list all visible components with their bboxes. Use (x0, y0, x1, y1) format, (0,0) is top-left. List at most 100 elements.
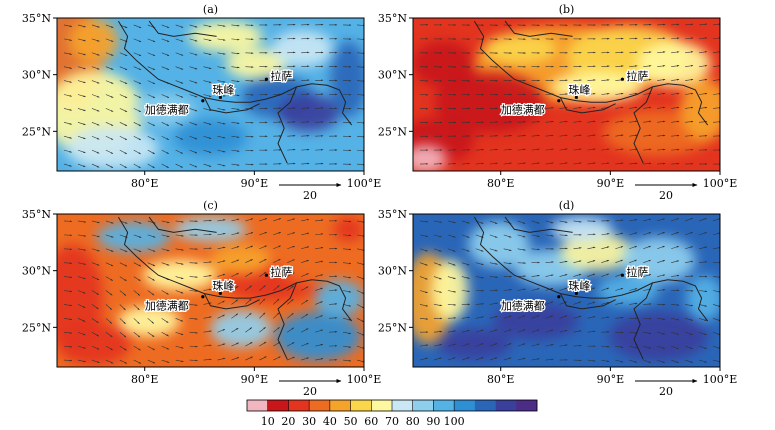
colorbar-label: 90 (426, 415, 440, 428)
colorbar-swatch (309, 400, 331, 411)
colorbar-label: 60 (364, 415, 378, 428)
colorbar-label: 80 (406, 415, 420, 428)
y-tick-label: 30°N (22, 265, 51, 278)
border-line (148, 20, 217, 37)
border-line (559, 97, 616, 114)
place-marker (264, 273, 269, 277)
map-frame (56, 17, 365, 172)
place-marker (557, 99, 561, 103)
colorbar-label: 20 (281, 415, 295, 428)
map-frame (412, 17, 721, 172)
place-marker (620, 273, 625, 277)
colorbar-swatch (433, 400, 455, 411)
x-tick-label: 100°E (347, 373, 382, 386)
place-label-kathmandu: 加德满都 (145, 103, 189, 117)
colorbar-swatch (329, 400, 351, 411)
y-tick-label: 35°N (22, 12, 51, 25)
place-label-kathmandu: 加德满都 (501, 299, 545, 313)
map-frame (56, 213, 365, 368)
wind-vectors (63, 218, 364, 364)
border-line (203, 97, 260, 114)
colorbar: 10 20 30 40 50 60 70 80 90 100 (246, 399, 538, 428)
x-tick-label: 100°E (703, 373, 738, 386)
colorbar-label: 30 (302, 415, 316, 428)
border-line (473, 216, 709, 322)
y-tick-label: 25°N (378, 321, 407, 334)
border-line (473, 20, 709, 126)
shaded-field (57, 18, 364, 171)
border-line (277, 282, 297, 360)
border-line (117, 216, 353, 322)
colorbar-swatch (495, 400, 517, 411)
place-marker (218, 291, 222, 295)
border-line (277, 86, 297, 164)
colorbar-label: 40 (323, 415, 337, 428)
x-tick-label: 80°E (131, 373, 159, 386)
y-tick-label: 30°N (378, 265, 407, 278)
border-line (148, 216, 217, 233)
place-label-everest: 珠峰 (568, 278, 590, 292)
place-label-kathmandu: 加德满都 (145, 299, 189, 313)
x-tick-label: 80°E (487, 177, 515, 190)
colorbar-swatch (350, 400, 372, 411)
border-line (203, 293, 260, 310)
wind-vectors (419, 217, 720, 364)
border-line (633, 282, 653, 360)
colorbar-swatch (516, 400, 538, 411)
reference-vector-label: 20 (303, 189, 317, 202)
place-label-lhasa: 拉萨 (626, 69, 648, 83)
y-tick-label: 25°N (22, 321, 51, 334)
panel-label: (d) (559, 199, 575, 212)
place-marker (218, 95, 222, 99)
y-tick-label: 30°N (378, 69, 407, 82)
place-marker (620, 77, 625, 81)
reference-vector-label: 20 (659, 189, 673, 202)
colorbar-swatch (474, 400, 496, 411)
shaded-field (57, 214, 364, 367)
x-tick-label: 90°E (241, 177, 269, 190)
border-line (504, 216, 573, 233)
place-marker (574, 95, 578, 99)
x-tick-label: 100°E (347, 177, 382, 190)
colorbar-swatch (454, 400, 476, 411)
place-marker (264, 77, 269, 81)
place-label-everest: 珠峰 (212, 278, 234, 292)
y-tick-label: 30°N (22, 69, 51, 82)
place-label-everest: 珠峰 (568, 82, 590, 96)
place-marker (557, 295, 561, 299)
place-label-lhasa: 拉萨 (270, 69, 292, 83)
y-tick-label: 25°N (378, 125, 407, 138)
colorbar-label: 50 (344, 415, 358, 428)
x-tick-label: 80°E (131, 177, 159, 190)
x-tick-label: 90°E (597, 373, 625, 386)
place-marker (201, 295, 205, 299)
colorbar-swatch (247, 400, 269, 411)
border-line (633, 86, 653, 164)
x-tick-label: 80°E (487, 373, 515, 386)
colorbar-swatch (412, 400, 434, 411)
border-line (559, 293, 616, 310)
panel-label: (c) (203, 199, 218, 212)
place-marker (201, 99, 205, 103)
colorbar-label: 100 (444, 415, 465, 428)
colorbar-swatch (392, 400, 414, 411)
panel-label: (a) (203, 3, 218, 16)
place-marker (574, 291, 578, 295)
border-line (504, 20, 573, 37)
shaded-field (413, 18, 720, 171)
shaded-field (413, 214, 720, 367)
colorbar-swatch (371, 400, 393, 411)
place-label-lhasa: 拉萨 (270, 265, 292, 279)
reference-vector-label: 20 (303, 385, 317, 398)
x-tick-label: 90°E (241, 373, 269, 386)
border-line (117, 20, 353, 126)
y-tick-label: 25°N (22, 125, 51, 138)
panel-label: (b) (559, 3, 575, 16)
colorbar-label: 70 (385, 415, 399, 428)
colorbar-swatch (267, 400, 289, 411)
